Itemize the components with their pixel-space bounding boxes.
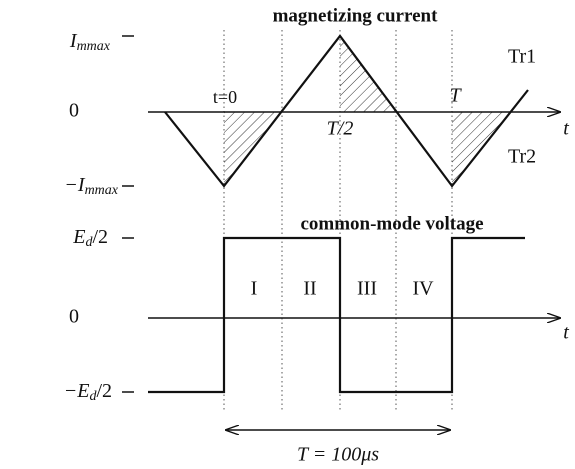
label-part: −E: [64, 380, 90, 402]
label-part: mmax: [85, 183, 119, 198]
y-label: Ed/2: [72, 226, 108, 251]
bottom-title: common-mode voltage: [300, 213, 483, 234]
label-part: /2: [96, 380, 112, 402]
label-part: −I: [64, 174, 85, 196]
axis-label: t: [563, 118, 569, 140]
label-part: E: [72, 226, 85, 248]
top-ticks: [122, 35, 134, 187]
hatched-areas: [224, 36, 510, 186]
bottom-ticks: [122, 237, 134, 393]
y-label: Immax: [69, 30, 111, 55]
region-label: II: [303, 278, 316, 300]
y-label: 0: [69, 306, 79, 328]
tr2-label: Tr2: [508, 146, 536, 168]
axis-label: t: [563, 322, 569, 344]
label-part: mmax: [77, 39, 111, 54]
label-part: d: [85, 235, 93, 250]
label-part: /2: [92, 226, 108, 248]
y-label: −Immax: [64, 174, 118, 199]
common-mode-wave: [148, 236, 525, 394]
period-label: T: [449, 85, 462, 107]
region-label: I: [251, 278, 258, 300]
label-part: d: [89, 389, 97, 404]
region-label: III: [357, 278, 377, 300]
t0-label: t=0: [213, 87, 237, 107]
tr1-label: Tr1: [508, 46, 536, 68]
y-label: 0: [69, 100, 79, 122]
top-title: magnetizing current: [273, 5, 438, 26]
y-label: −Ed/2: [64, 380, 112, 405]
half-period-label: T/2: [327, 118, 354, 140]
period-value: T = 100μs: [297, 444, 379, 466]
region-label: IV: [412, 278, 434, 300]
magnetizing-current-wave: [164, 34, 529, 188]
label-part: I: [69, 30, 78, 52]
